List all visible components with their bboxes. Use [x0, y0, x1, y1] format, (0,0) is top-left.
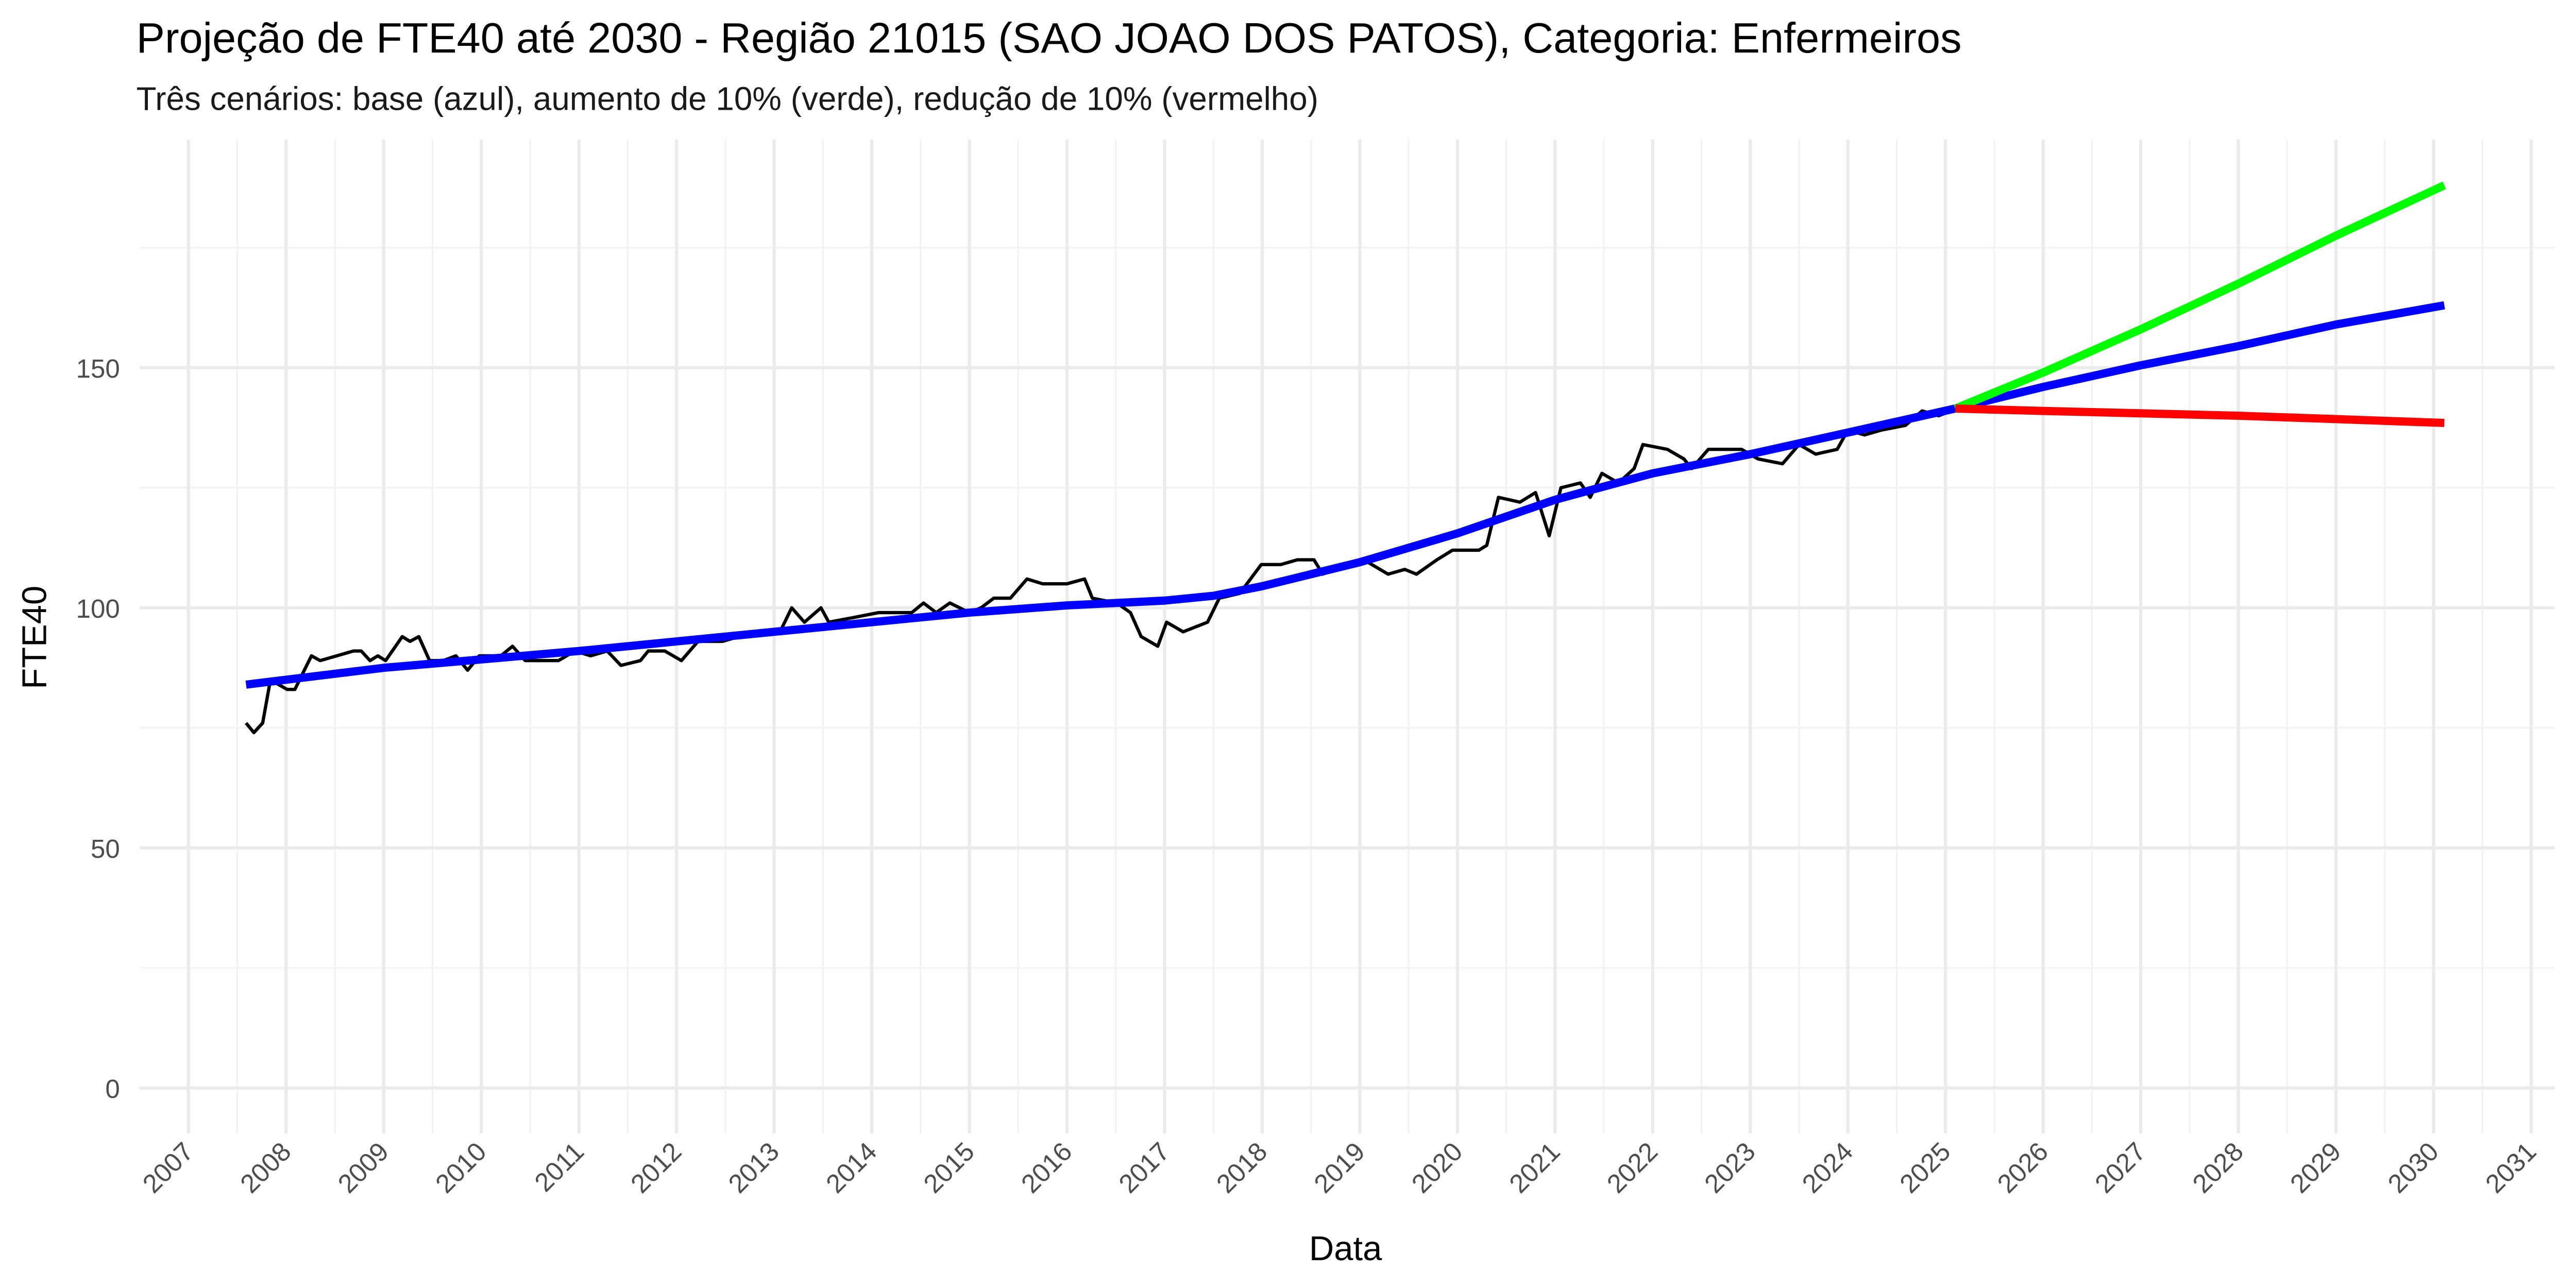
x-tick-label: 2017 [1113, 1137, 1175, 1199]
x-tick-label: 2025 [1894, 1137, 1956, 1199]
x-tick-label: 2012 [625, 1137, 687, 1199]
x-tick-label: 2027 [2089, 1137, 2151, 1199]
series-line [1955, 404, 2445, 427]
x-tick-label: 2019 [1308, 1137, 1370, 1199]
lines [245, 181, 2446, 735]
series-line [245, 409, 1952, 735]
x-tick-label: 2020 [1406, 1137, 1468, 1199]
x-tick-label: 2029 [2284, 1137, 2347, 1199]
x-tick-label: 2011 [529, 1137, 589, 1197]
series-line [245, 301, 2445, 689]
x-tick-label: 2014 [820, 1137, 883, 1199]
x-tick-label: 2031 [2480, 1137, 2542, 1199]
x-tick-label: 2021 [1503, 1137, 1566, 1199]
y-tick-label: 0 [105, 1074, 120, 1104]
x-tick-label: 2028 [2187, 1137, 2249, 1199]
x-tick-label: 2007 [137, 1137, 199, 1199]
x-tick-label: 2030 [2382, 1137, 2445, 1199]
chart-subtitle: Três cenários: base (azul), aumento de 1… [137, 80, 1318, 117]
x-tick-label: 2013 [723, 1137, 785, 1199]
series-line [1954, 181, 2446, 413]
y-tick-label: 150 [76, 354, 120, 383]
x-tick-label: 2016 [1015, 1137, 1078, 1199]
x-tick-label: 2015 [918, 1137, 980, 1199]
x-tick-label: 2018 [1211, 1137, 1273, 1199]
x-tick-label: 2009 [332, 1137, 395, 1199]
x-tick-label: 2008 [234, 1137, 297, 1199]
x-tick-label: 2026 [1992, 1137, 2054, 1199]
ticks: 0 50 100 150 2007 2008 2009 2010 2011 2012 2013 201… [76, 354, 2542, 1199]
y-axis-title: FTE40 [15, 586, 54, 689]
chart-title: Projeção de FTE40 até 2030 - Região 2101… [137, 14, 1962, 62]
y-tick-label: 50 [91, 834, 120, 863]
x-tick-label: 2023 [1699, 1137, 1761, 1199]
y-tick-label: 100 [76, 594, 120, 623]
x-tick-label: 2010 [430, 1137, 492, 1199]
x-tick-label: 2022 [1601, 1137, 1664, 1199]
x-tick-label: 2024 [1797, 1137, 1859, 1199]
x-axis-title: Data [1309, 1229, 1382, 1268]
grid [140, 140, 2555, 1134]
